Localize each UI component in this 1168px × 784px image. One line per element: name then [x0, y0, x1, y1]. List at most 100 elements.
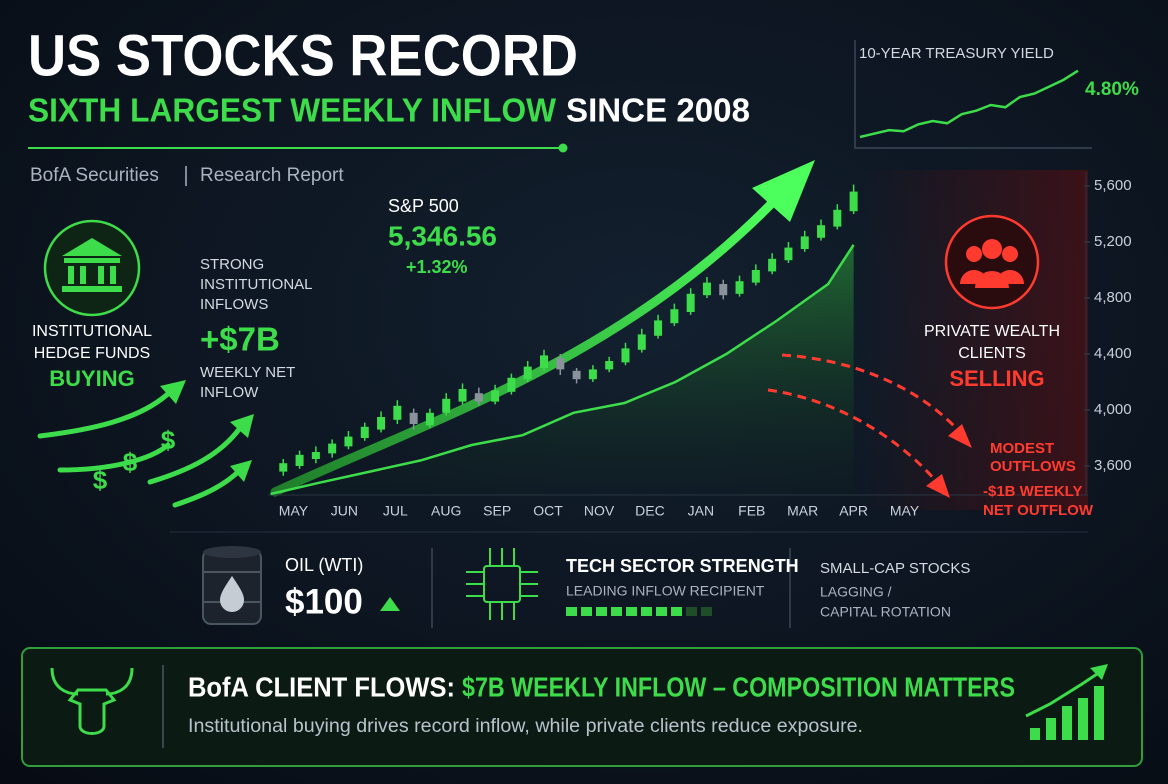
- outflow-arrows: [767, 353, 960, 481]
- candle-body: [817, 225, 826, 238]
- y-tick-label: 3,600: [1094, 457, 1132, 474]
- smallcap-title: SMALL-CAP STOCKS: [820, 560, 970, 577]
- x-tick-label: DEC: [635, 503, 665, 519]
- candle-body: [328, 443, 337, 454]
- people-icon: [960, 239, 1024, 288]
- banner: [21, 647, 1143, 767]
- title: US STOCKS RECORD: [28, 23, 578, 88]
- institutional-flow: STRONG: [200, 256, 264, 273]
- x-tick-label: JAN: [688, 503, 714, 519]
- strength-segment: [581, 607, 592, 616]
- candle-body: [588, 369, 597, 380]
- candle-body: [311, 452, 320, 459]
- treasury-value-label: 4.80%: [1085, 79, 1139, 100]
- candle-body: [702, 282, 711, 296]
- strength-segment: [596, 607, 607, 616]
- institutional-flow: INFLOWS: [200, 296, 268, 313]
- x-tick-label: JUL: [383, 503, 408, 519]
- dollar-icon: $: [161, 425, 176, 455]
- people-icon-ring: [944, 214, 1040, 310]
- sp500-change: +1.32%: [406, 257, 468, 277]
- candle-body: [458, 389, 467, 402]
- candle-body: [800, 236, 809, 249]
- candle-body: [784, 247, 793, 261]
- banner-title-lead: BofA CLIENT FLOWS:: [188, 671, 455, 702]
- bar-icon-trend: [1025, 670, 1101, 718]
- private-amount: -$1B WEEKLY: [983, 483, 1082, 500]
- oil-up-icon: [380, 597, 400, 611]
- subtitle-highlight: SIXTH LARGEST WEEKLY INFLOW: [28, 92, 557, 129]
- x-tick-label: APR: [839, 503, 868, 519]
- candle-body: [849, 191, 858, 212]
- outflow-arrow-heads: [926, 424, 972, 498]
- candle-body: [556, 358, 565, 370]
- y-tick-label: 5,600: [1094, 177, 1132, 194]
- sp500-label: S&P 500: [388, 196, 459, 216]
- x-tick-label: MAY: [279, 503, 309, 519]
- trend-arrow-head: [752, 160, 815, 222]
- strength-segment: [701, 607, 712, 616]
- strength-segment: [611, 607, 622, 616]
- candle-body: [833, 209, 842, 227]
- trend-line: [270, 244, 855, 496]
- candle-body: [768, 258, 777, 272]
- x-tick-label: OCT: [533, 503, 563, 519]
- institutional-name: INSTITUTIONAL: [32, 323, 152, 340]
- x-tick-label: MAY: [890, 503, 920, 519]
- banner-subtitle: Institutional buying drives record inflo…: [188, 716, 863, 737]
- strength-segment: [671, 607, 682, 616]
- strength-segment: [686, 607, 697, 616]
- tech-subtitle: LEADING INFLOW RECIPIENT: [566, 583, 765, 599]
- y-tick-label: 4,800: [1094, 289, 1132, 306]
- smallcap-note: LAGGING /: [820, 584, 892, 600]
- candle-body: [360, 426, 369, 438]
- candle-body: [670, 309, 679, 324]
- candle-body: [425, 412, 434, 426]
- y-tick-label: 4,400: [1094, 345, 1132, 362]
- candle-body: [719, 284, 728, 296]
- y-tick-label: 4,000: [1094, 401, 1132, 418]
- smallcap-note: CAPITAL ROTATION: [820, 604, 951, 620]
- y-tick-label: 5,200: [1094, 233, 1132, 250]
- candle-body: [393, 405, 402, 420]
- candle-body: [279, 463, 288, 472]
- sp500-level: 5,346.56: [388, 220, 497, 251]
- candle-body: [751, 270, 760, 283]
- dollar-icon: $: [123, 447, 138, 477]
- x-tick-label: FEB: [738, 503, 765, 519]
- candle-body: [474, 393, 483, 402]
- subtitle-rest: SINCE 2008: [566, 92, 750, 129]
- strength-segment: [566, 607, 577, 616]
- banner-title-highlight: $7B WEEKLY INFLOW – COMPOSITION MATTERS: [462, 671, 1015, 702]
- private-flow: OUTFLOWS: [990, 458, 1076, 475]
- candle-body: [491, 390, 500, 402]
- institutional-amount: +$7B: [200, 321, 280, 358]
- candle-body: [507, 377, 516, 392]
- private-amount: NET OUTFLOW: [983, 502, 1094, 519]
- candle-body: [295, 454, 304, 466]
- tech-title: TECH SECTOR STRENGTH: [566, 556, 799, 576]
- source: BofA Securities: [30, 165, 159, 186]
- bank-icon: [62, 238, 122, 292]
- dollar-icon: $: [93, 465, 108, 495]
- treasury-frame: [854, 40, 1092, 149]
- x-tick-label: MAR: [787, 503, 818, 519]
- candle-body: [735, 281, 744, 294]
- private-name: CLIENTS: [958, 345, 1026, 362]
- candle-body: [523, 366, 532, 380]
- private-name: PRIVATE WEALTH: [924, 323, 1060, 340]
- report-type: Research Report: [200, 165, 344, 186]
- strength-segment: [656, 607, 667, 616]
- x-tick-label: JUN: [331, 503, 358, 519]
- treasury-chart: 4.80%: [859, 69, 1139, 139]
- chip-icon: [466, 548, 538, 620]
- candle-body: [621, 348, 630, 363]
- oil-barrel-icon: [202, 546, 262, 625]
- x-tick-label: AUG: [431, 503, 461, 519]
- candle-body: [605, 361, 614, 370]
- institutional-name: HEDGE FUNDS: [34, 345, 150, 362]
- candle-body: [540, 355, 549, 368]
- oil-label: OIL (WTI): [285, 555, 363, 575]
- candle-body: [686, 293, 695, 312]
